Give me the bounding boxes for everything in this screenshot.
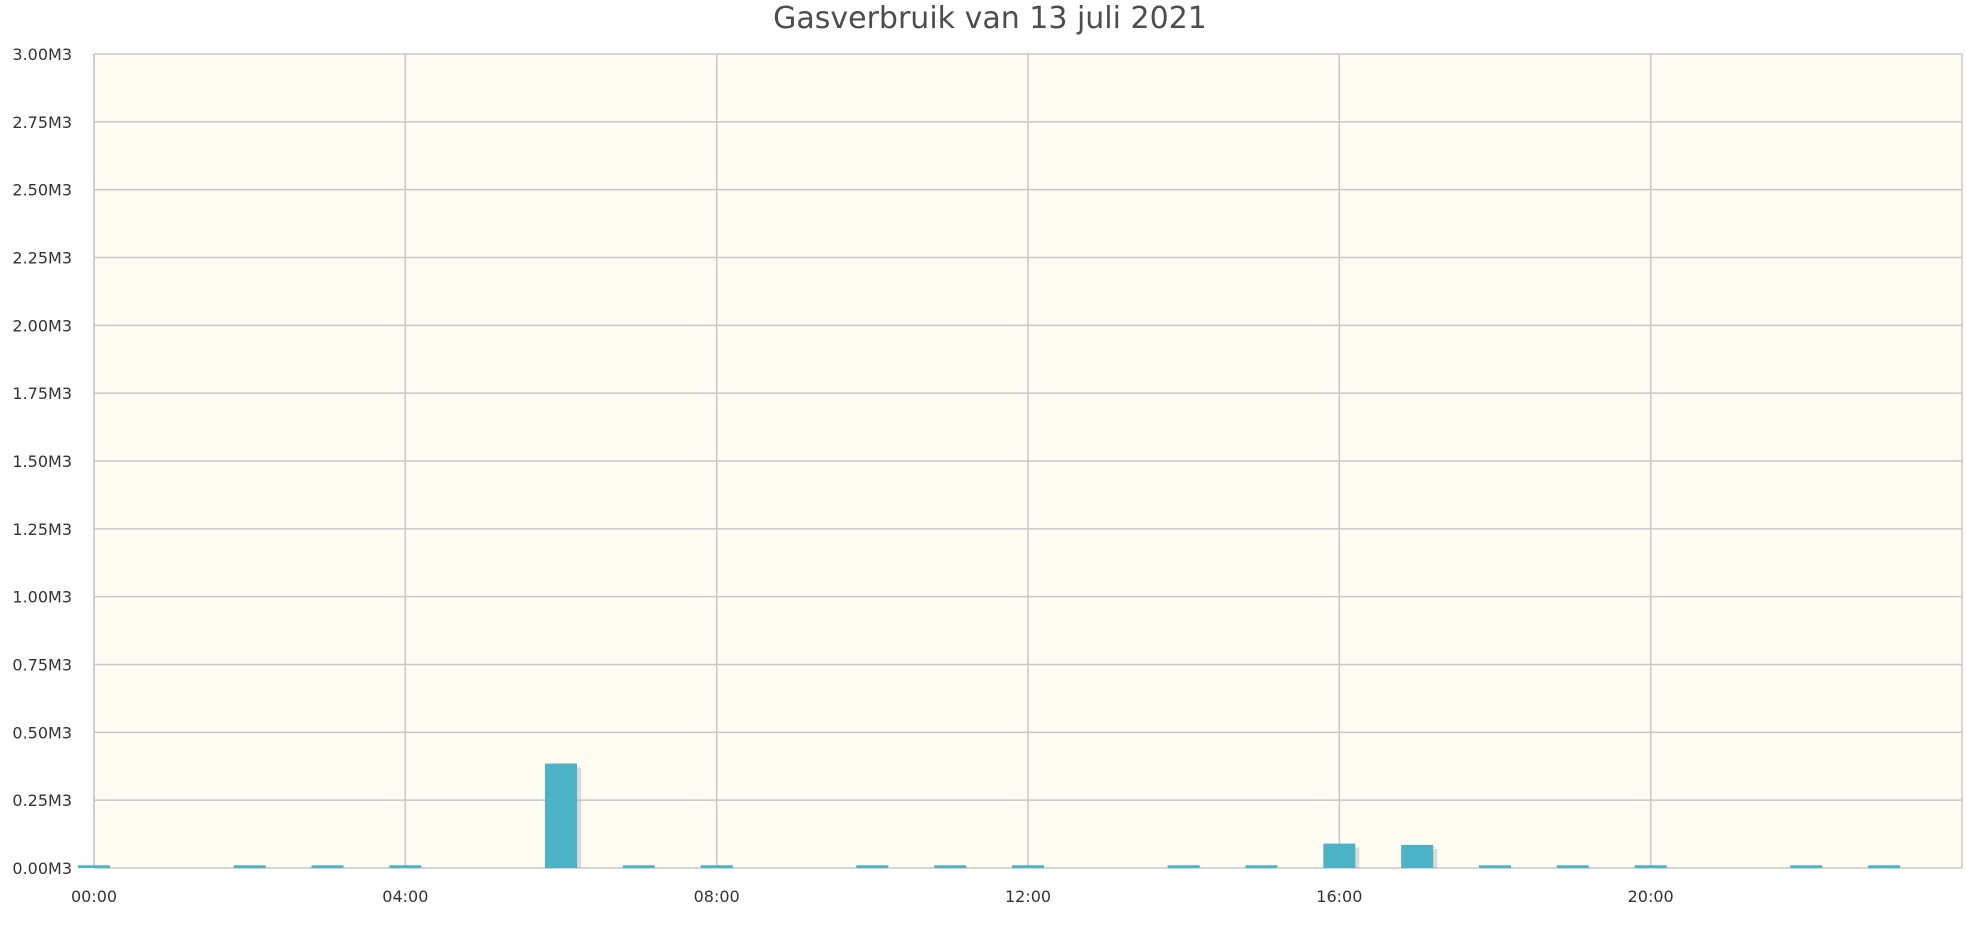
bar [1012,865,1044,868]
bar-rect [1868,865,1901,868]
bar-rect [311,865,344,868]
bar-rect [1167,865,1200,868]
bar [1401,844,1438,868]
bar-rect [1401,844,1434,868]
bar [389,865,422,868]
bar [1479,865,1511,868]
bar-rect [1012,865,1044,868]
y-tick-label: 2.75M3 [12,113,72,132]
bar [856,865,889,868]
y-tick-label: 0.00M3 [12,859,72,878]
x-tick-label: 08:00 [694,887,740,906]
bar [311,865,344,868]
bar [1790,865,1823,868]
grid-lines [93,53,1963,869]
x-tick-label: 20:00 [1628,887,1674,906]
bar-rect [78,865,110,868]
bar [700,865,733,868]
bar-rect [545,763,577,868]
chart-title: Gasverbruik van 13 juli 2021 [773,1,1207,36]
x-tick-label: 04:00 [382,887,428,906]
bar-rect [856,865,889,868]
bar-rect [1245,865,1278,868]
y-tick-label: 3.00M3 [12,45,72,64]
bar-rect [622,865,655,868]
y-tick-label: 1.25M3 [12,520,72,539]
bar [78,865,110,868]
bar [1245,865,1278,868]
bar-rect [1634,865,1667,868]
bar [1556,865,1589,868]
bar [1167,865,1200,868]
bar [1634,865,1667,868]
bar [1323,843,1360,868]
x-tick-label: 16:00 [1316,887,1362,906]
bar-rect [1479,865,1511,868]
bar [545,763,581,868]
bar-rect [1556,865,1589,868]
y-tick-label: 1.75M3 [12,384,72,403]
y-tick-label: 0.50M3 [12,723,72,742]
bar-rect [934,865,967,868]
y-tick-label: 0.75M3 [12,656,72,675]
bar [233,865,266,868]
y-axis-ticks: 0.00M3 0.25M3 0.50M3 0.75M3 1.00M3 1.25M3 1.50… [12,45,72,878]
bar-rect [700,865,733,868]
x-tick-label: 00:00 [71,887,117,906]
x-axis-ticks: 00:00 04:00 08:00 12:00 16:00 20:00 [71,887,1674,906]
y-tick-label: 1.50M3 [12,452,72,471]
bar-rect [1323,843,1356,868]
x-tick-label: 12:00 [1005,887,1051,906]
bar-rect [233,865,266,868]
bar [622,865,655,868]
y-tick-label: 2.25M3 [12,249,72,268]
y-tick-label: 1.00M3 [12,588,72,607]
bar-rect [1790,865,1823,868]
bar [934,865,967,868]
bar [1868,865,1901,868]
y-tick-label: 2.50M3 [12,181,72,200]
y-tick-label: 2.00M3 [12,316,72,335]
y-tick-label: 0.25M3 [12,791,72,810]
bar-rect [389,865,422,868]
bars [78,763,1901,868]
